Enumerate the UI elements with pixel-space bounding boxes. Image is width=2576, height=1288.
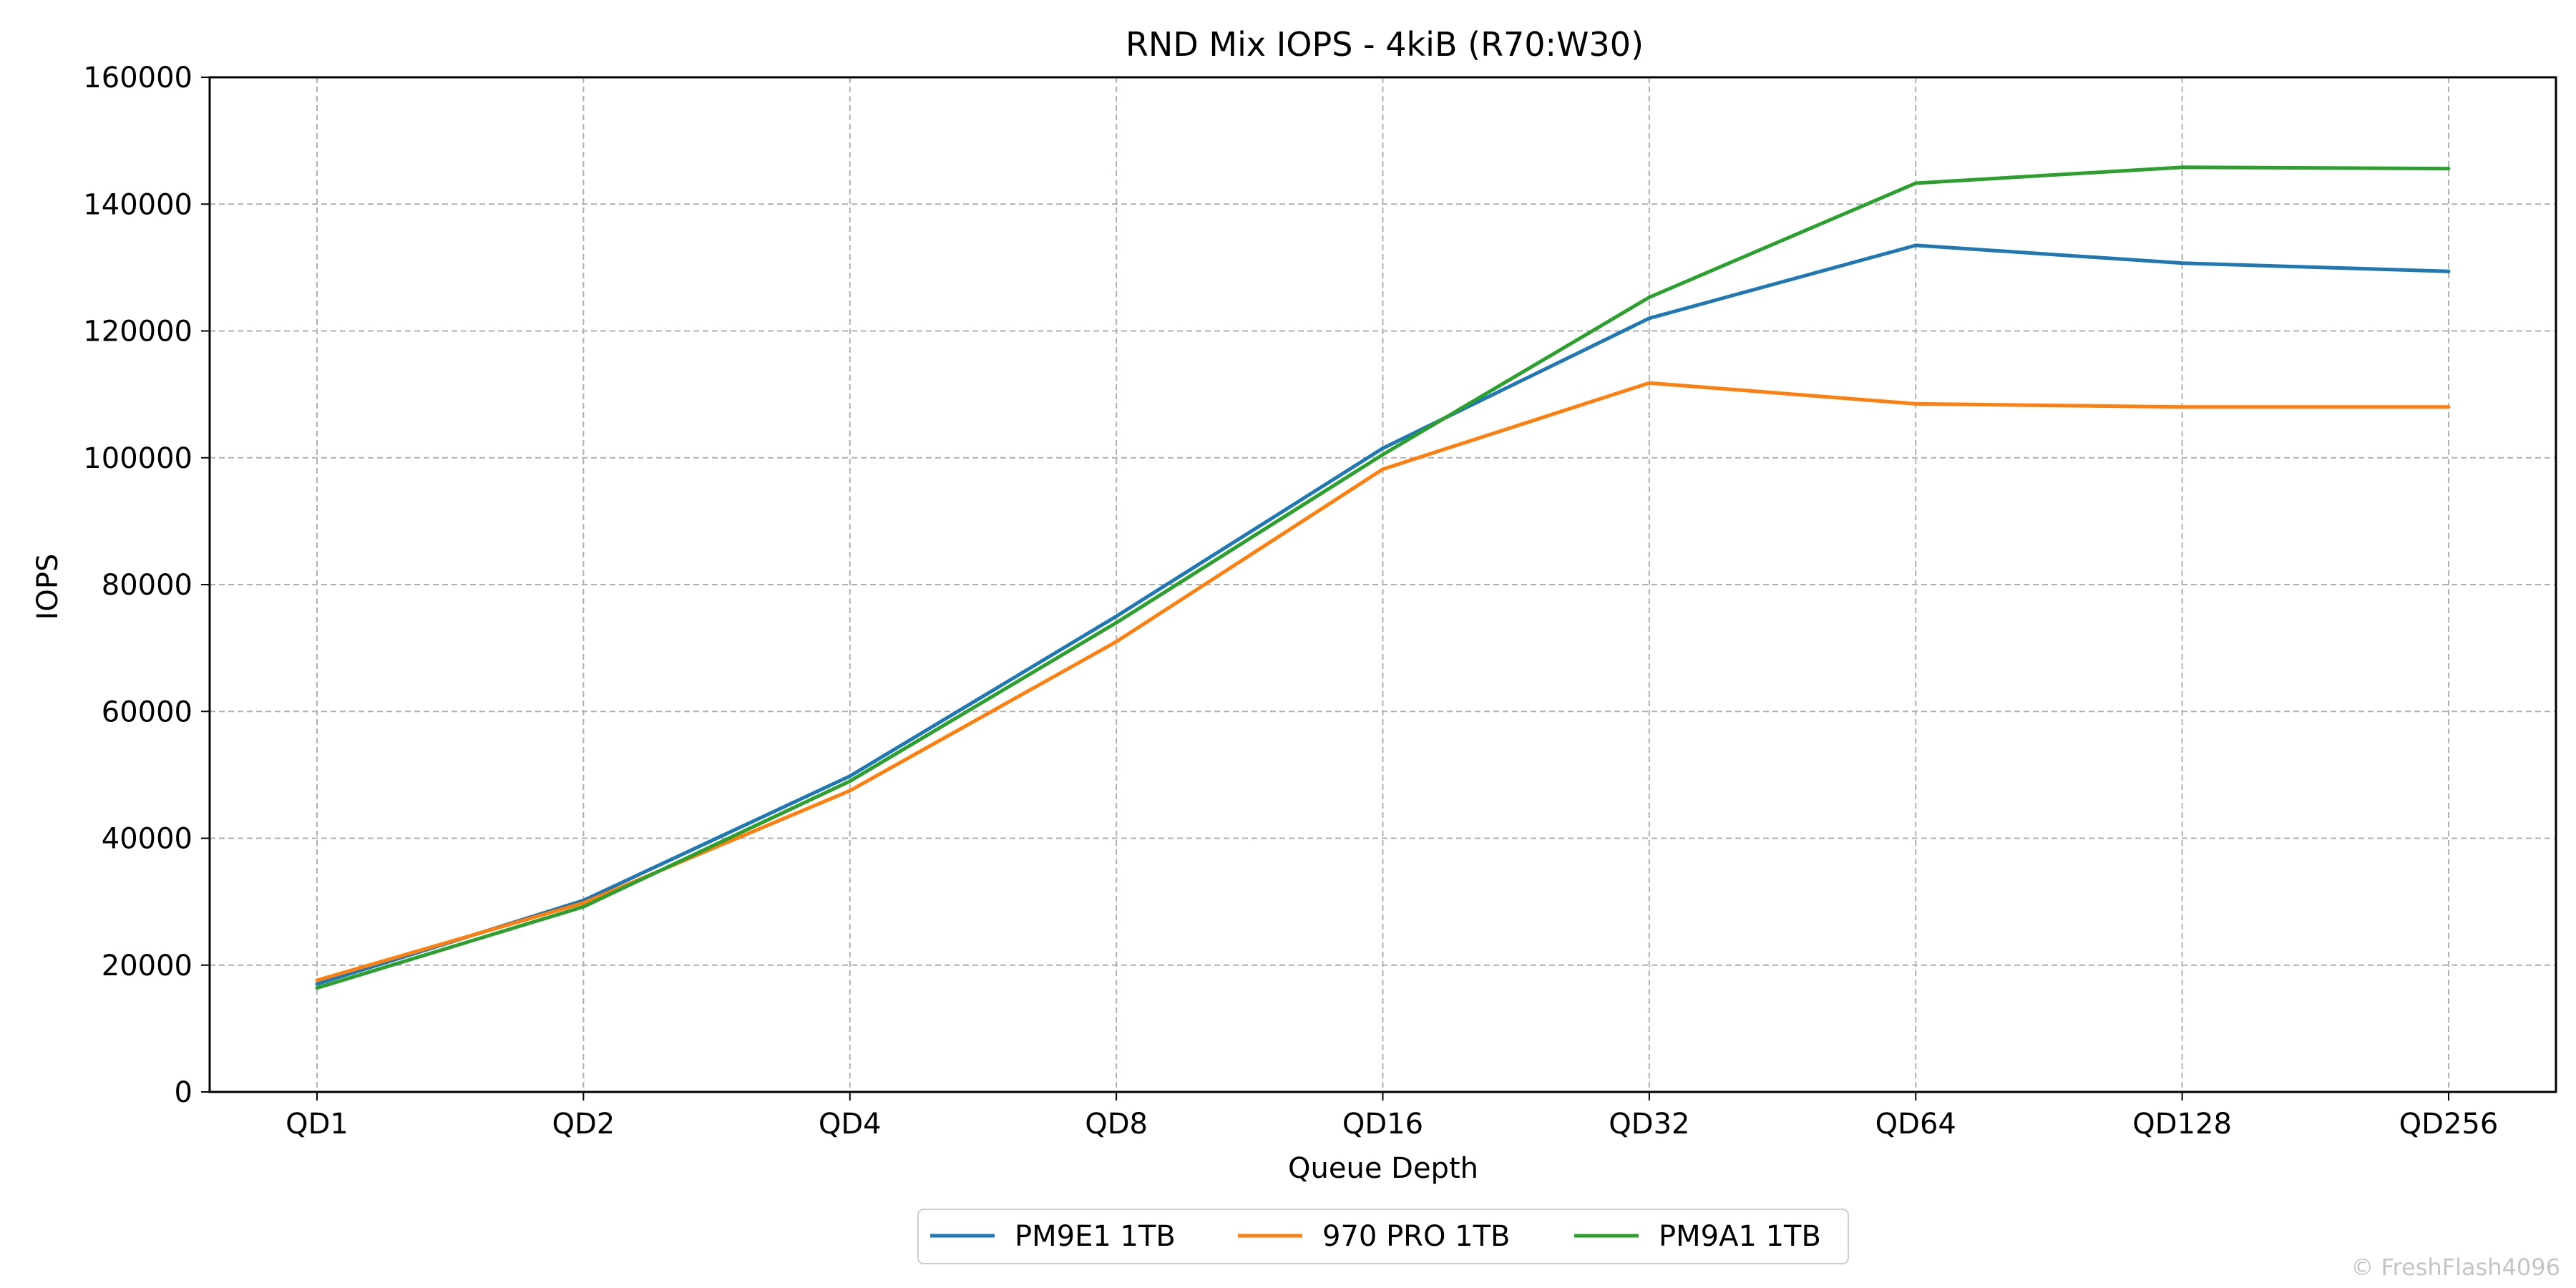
legend-box: [917, 1209, 1849, 1264]
legend-label: 970 PRO 1TB: [1322, 1220, 1511, 1253]
legend: PM9E1 1TB 970 PRO 1TB PM9A1 1TB: [917, 1209, 1849, 1264]
axis-ticks: QD1 QD2 QD4 QD8 QD16 QD32 QD64 QD128 QD256 0 20000…: [83, 62, 2498, 1141]
watermark: © FreshFlash4096: [2351, 1254, 2560, 1281]
series-line: [315, 243, 2451, 986]
grid-lines: [210, 77, 2556, 1093]
x-tick-label: QD1: [286, 1108, 348, 1141]
x-tick-label: QD256: [2399, 1108, 2499, 1141]
y-tick-label: 60000: [102, 696, 192, 728]
series-line: [315, 165, 2451, 990]
x-tick-label: QD64: [1875, 1108, 1956, 1141]
y-tick-label: 100000: [83, 442, 192, 475]
x-tick-label: QD4: [819, 1108, 882, 1141]
x-tick-label: QD8: [1085, 1108, 1148, 1141]
y-tick-label: 20000: [102, 950, 192, 982]
y-tick-label: 160000: [83, 62, 192, 94]
x-tick-label: QD2: [552, 1108, 615, 1141]
x-tick-label: QD32: [1609, 1108, 1689, 1141]
legend-label: PM9E1 1TB: [1015, 1220, 1176, 1253]
y-tick-label: 0: [175, 1076, 192, 1109]
y-tick-label: 80000: [102, 569, 192, 602]
x-axis-label: Queue Depth: [1288, 1152, 1478, 1185]
x-tick-label: QD128: [2132, 1108, 2232, 1141]
y-tick-label: 140000: [83, 188, 192, 221]
series-lines: [315, 165, 2451, 990]
y-tick-label: 120000: [83, 316, 192, 348]
y-axis-label: IOPS: [31, 554, 64, 620]
chart-title: RND Mix IOPS - 4kiB (R70:W30): [1126, 25, 1644, 64]
legend-label: PM9A1 1TB: [1659, 1220, 1821, 1253]
x-tick-label: QD16: [1342, 1108, 1423, 1141]
y-tick-label: 40000: [102, 823, 192, 856]
